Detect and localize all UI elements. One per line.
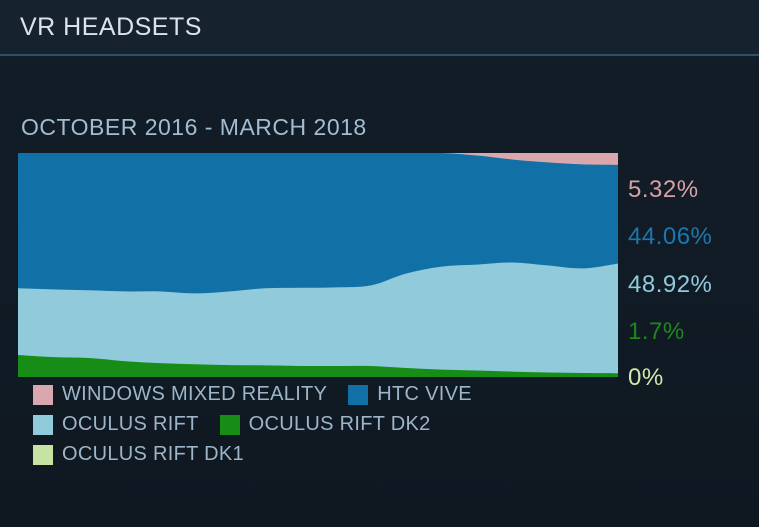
legend-item-windows-mixed-reality: WINDOWS MIXED REALITY: [33, 383, 327, 406]
stacked-area-chart[interactable]: [18, 153, 618, 377]
legend-label-oculus-rift-dk1: OCULUS RIFT DK1: [62, 443, 244, 465]
legend-swatch-oculus-rift-dk1: [33, 444, 53, 465]
final-value-oculus-rift: 48.92%: [628, 271, 713, 298]
final-value-oculus-rift-dk1: 0%: [628, 364, 664, 391]
legend-swatch-windows-mixed-reality: [33, 384, 53, 405]
area-oculus-rift[interactable]: [18, 262, 618, 377]
area-oculus-rift-dk2[interactable]: [18, 355, 618, 377]
final-value-htc-vive: 44.06%: [628, 223, 713, 250]
legend-swatch-oculus-rift: [33, 414, 53, 435]
chart-legend: WINDOWS MIXED REALITY HTC VIVE OCULUS RIFT…: [33, 383, 643, 473]
stacked-area-chart-canvas[interactable]: [18, 153, 618, 377]
legend-label-htc-vive: HTC VIVE: [377, 383, 472, 405]
final-value-windows-mixed-reality: 5.32%: [628, 176, 699, 203]
page-title: VR HEADSETS: [20, 12, 202, 41]
legend-label-oculus-rift-dk2: OCULUS RIFT DK2: [248, 413, 431, 435]
page-header: VR HEADSETS: [0, 0, 759, 56]
final-value-oculus-rift-dk2: 1.7%: [628, 318, 685, 345]
legend-label-windows-mixed-reality: WINDOWS MIXED REALITY: [62, 383, 328, 405]
chart-period-subtitle: OCTOBER 2016 - MARCH 2018: [21, 114, 367, 140]
legend-label-oculus-rift: OCULUS RIFT: [62, 413, 199, 435]
legend-swatch-oculus-rift-dk2: [219, 414, 240, 435]
legend-swatch-htc-vive: [348, 384, 369, 405]
legend-item-oculus-rift: OCULUS RIFT: [33, 413, 199, 436]
legend-item-oculus-rift-dk2: OCULUS RIFT DK2: [219, 413, 431, 436]
legend-item-htc-vive: HTC VIVE: [348, 383, 472, 406]
legend-item-oculus-rift-dk1: OCULUS RIFT DK1: [33, 443, 244, 466]
